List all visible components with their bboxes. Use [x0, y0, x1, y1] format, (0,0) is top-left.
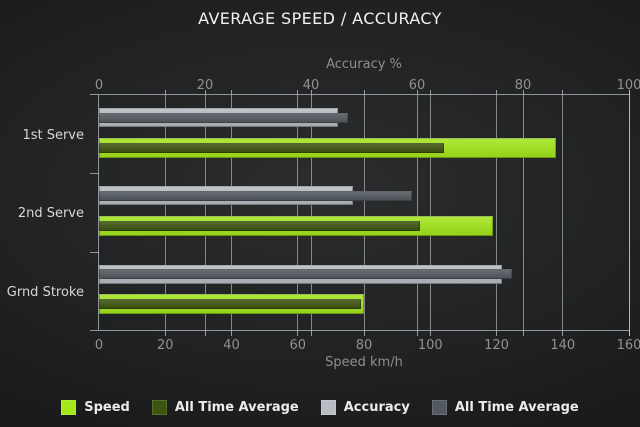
category-separator-tick-1: [90, 173, 99, 174]
legend-swatch-speed-0: [61, 399, 77, 415]
top-tick-label-40: 40: [302, 78, 320, 93]
bar-all-time-average-top-2nd-serve: [99, 190, 412, 201]
legend-swatch-all-time-average-3: [431, 399, 447, 415]
bar-all-time-average-bottom-1st-serve: [99, 142, 444, 153]
bottom-tick-below-120: [496, 330, 497, 336]
bottom-axis-title: Speed km/h: [325, 355, 403, 370]
top-tick-above-40: [310, 90, 312, 95]
legend-label-all-time-average-1: All Time Average: [174, 399, 299, 415]
bottom-gridline-40: [231, 95, 232, 330]
top-tick-above-60: [416, 90, 418, 95]
bottom-tick-above-60: [297, 90, 299, 95]
top-tick-above-20: [204, 90, 206, 95]
legend-label-all-time-average-3: All Time Average: [454, 399, 579, 415]
legend-item-all-time-average-3: All Time Average: [431, 399, 579, 415]
bottom-tick-label-80: 80: [355, 338, 373, 353]
bottom-tick-below-100: [429, 330, 431, 336]
bottom-gridline-80: [363, 95, 365, 330]
bottom-tick-above-20: [164, 90, 166, 95]
legend-swatch-accuracy-2: [320, 399, 336, 415]
bottom-tick-above-100: [429, 90, 431, 95]
bottom-tick-below-20: [164, 330, 166, 336]
bar-all-time-average-top-1st-serve: [99, 112, 349, 123]
bottom-gridline-20: [164, 95, 166, 330]
top-tick-label-0: 0: [94, 78, 104, 93]
bottom-tick-label-40: 40: [223, 338, 240, 353]
top-tick-label-20: 20: [196, 78, 214, 93]
top-gridline-80: [522, 95, 524, 330]
legend-label-speed-0: Speed: [84, 399, 130, 415]
legend-label-accuracy-2: Accuracy: [343, 399, 410, 415]
bottom-tick-label-120: 120: [484, 338, 509, 353]
bottom-tick-below-80: [363, 330, 365, 336]
bottom-tick-above-80: [363, 90, 365, 95]
bottom-tick-above-40: [231, 90, 232, 95]
bottom-tick-label-100: 100: [417, 338, 443, 353]
bottom-gridline-140: [562, 95, 564, 330]
legend-swatch-all-time-average-1: [151, 399, 167, 415]
top-gridline-40: [310, 95, 312, 330]
top-axis-title: Accuracy %: [326, 57, 402, 72]
top-tick-below-40: [310, 330, 312, 336]
bottom-tick-below-60: [297, 330, 299, 336]
top-axis-line: [90, 94, 629, 95]
bar-all-time-average-bottom-2nd-serve: [99, 220, 421, 231]
legend-item-accuracy-2: Accuracy: [320, 399, 410, 415]
bottom-tick-below-160: [628, 330, 630, 336]
left-axis-line: [98, 95, 99, 330]
category-label-2nd-serve: 2nd Serve: [17, 206, 84, 222]
bottom-tick-below-40: [231, 330, 232, 336]
top-tick-label-80: 80: [514, 78, 532, 93]
bottom-tick-below-140: [562, 330, 564, 336]
category-label-1st-serve: 1st Serve: [22, 128, 84, 143]
top-tick-label-60: 60: [408, 78, 426, 93]
plot-area: [99, 95, 630, 330]
bottom-axis-line: [90, 330, 629, 331]
bottom-gridline-60: [297, 95, 299, 330]
bar-all-time-average-top-grnd-stroke: [99, 269, 513, 280]
top-tick-below-60: [416, 330, 418, 336]
bottom-tick-label-0: 0: [94, 338, 104, 353]
category-separator-tick-2: [90, 252, 99, 253]
legend-item-speed-0: Speed: [61, 399, 130, 415]
bar-all-time-average-bottom-grnd-stroke: [99, 299, 361, 310]
chart-title: AVERAGE SPEED / ACCURACY: [198, 9, 442, 28]
bottom-tick-label-140: 140: [550, 338, 576, 353]
top-gridline-20: [204, 95, 206, 330]
bottom-gridline-120: [496, 95, 497, 330]
chart-legend: Speed All Time Average Accuracy All Time Av…: [0, 395, 640, 419]
bottom-tick-label-60: 60: [289, 338, 307, 353]
bottom-tick-above-120: [496, 90, 497, 95]
bottom-tick-label-160: 160: [616, 338, 640, 353]
bottom-tick-above-140: [562, 90, 564, 95]
bottom-gridline-160: [628, 95, 630, 330]
legend-item-all-time-average-1: All Time Average: [151, 399, 299, 415]
top-gridline-60: [416, 95, 418, 330]
top-tick-label-100: 100: [616, 78, 640, 93]
bottom-gridline-100: [429, 95, 431, 330]
top-tick-below-80: [522, 330, 524, 336]
top-tick-below-20: [204, 330, 206, 336]
top-tick-above-80: [522, 90, 524, 95]
bottom-tick-label-20: 20: [156, 338, 174, 353]
category-label-grnd-stroke: Grnd Stroke: [6, 284, 84, 300]
bottom-tick-above-160: [628, 90, 630, 95]
